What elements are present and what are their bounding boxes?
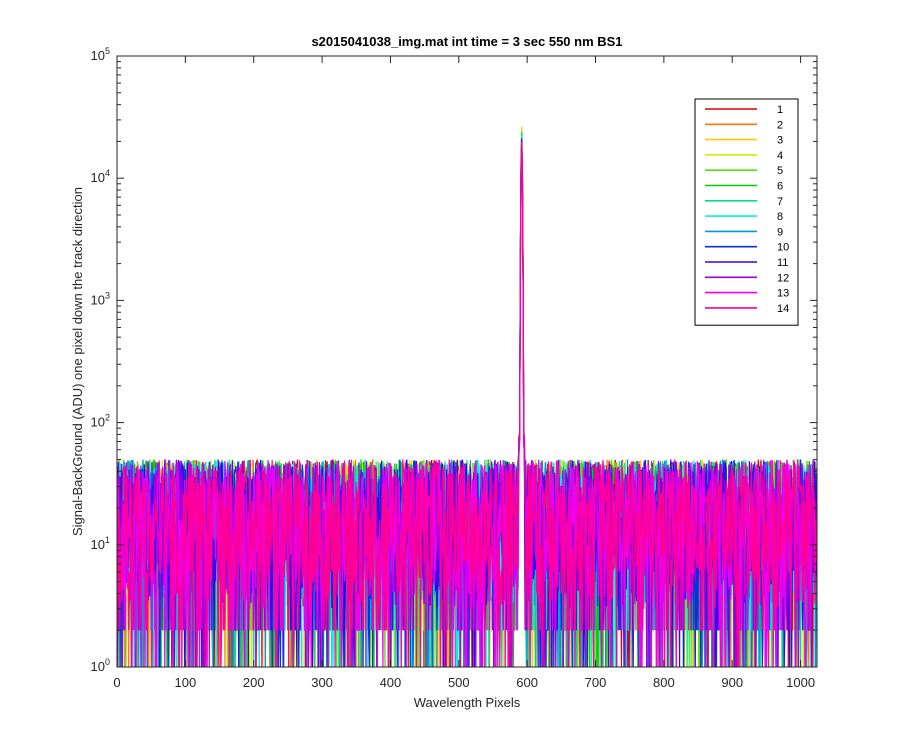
x-tick-label: 500 bbox=[448, 675, 470, 690]
x-tick-label: 0 bbox=[113, 675, 120, 690]
legend-entry-14[interactable]: 14 bbox=[705, 303, 789, 315]
legend-entry-12[interactable]: 12 bbox=[705, 272, 789, 284]
y-tick-label: 101 bbox=[91, 535, 110, 552]
y-tick-label: 104 bbox=[91, 168, 110, 185]
y-tick-exponent: 4 bbox=[105, 168, 110, 178]
legend-label: 5 bbox=[777, 165, 783, 177]
x-tick-label: 400 bbox=[380, 675, 402, 690]
x-tick-label: 100 bbox=[175, 675, 197, 690]
legend-entry-13[interactable]: 13 bbox=[705, 288, 789, 300]
x-tick-label: 700 bbox=[585, 675, 607, 690]
x-tick-label: 600 bbox=[516, 675, 538, 690]
legend-entry-11[interactable]: 11 bbox=[705, 257, 788, 269]
legend-label: 11 bbox=[777, 257, 788, 269]
x-tick-label: 1000 bbox=[786, 675, 815, 690]
y-tick-exponent: 0 bbox=[105, 657, 110, 667]
y-tick-label: 102 bbox=[91, 413, 110, 430]
y-tick-label: 100 bbox=[91, 657, 110, 674]
legend-entry-5[interactable]: 5 bbox=[705, 165, 783, 177]
x-tick-label: 900 bbox=[721, 675, 743, 690]
legend-label: 2 bbox=[777, 119, 783, 131]
y-tick-exponent: 1 bbox=[105, 535, 110, 545]
legend-label: 9 bbox=[777, 226, 783, 238]
y-tick-label: 103 bbox=[91, 290, 110, 307]
y-tick-base: 10 bbox=[91, 537, 105, 552]
x-tick-label: 200 bbox=[243, 675, 265, 690]
y-tick-base: 10 bbox=[91, 170, 105, 185]
legend-label: 10 bbox=[777, 242, 789, 254]
legend-label: 4 bbox=[777, 150, 783, 162]
legend-entry-1[interactable]: 1 bbox=[705, 104, 783, 116]
y-tick-exponent: 5 bbox=[105, 46, 110, 56]
legend-label: 8 bbox=[777, 211, 783, 223]
x-axis-label: Wavelength Pixels bbox=[414, 695, 521, 710]
y-tick-label: 105 bbox=[91, 46, 110, 63]
y-tick-base: 10 bbox=[91, 48, 105, 63]
series-layer bbox=[117, 126, 817, 667]
y-tick-base: 10 bbox=[91, 292, 105, 307]
x-tick-label: 300 bbox=[311, 675, 333, 690]
y-tick-exponent: 3 bbox=[105, 290, 110, 300]
y-tick-base: 10 bbox=[91, 415, 105, 430]
legend-entry-9[interactable]: 9 bbox=[705, 226, 783, 238]
legend-label: 7 bbox=[777, 196, 783, 208]
legend-entry-7[interactable]: 7 bbox=[705, 196, 783, 208]
legend-label: 6 bbox=[777, 181, 783, 193]
chart-title: s2015041038_img.mat int time = 3 sec 550… bbox=[311, 34, 622, 49]
legend-entry-8[interactable]: 8 bbox=[705, 211, 783, 223]
legend-entry-3[interactable]: 3 bbox=[705, 135, 783, 147]
series-line-14 bbox=[117, 144, 817, 667]
legend-label: 12 bbox=[777, 272, 789, 284]
y-axis-label: Signal-BackGround (ADU) one pixel down t… bbox=[70, 187, 85, 536]
legend-label: 3 bbox=[777, 135, 783, 147]
legend-label: 13 bbox=[777, 288, 789, 300]
y-tick-base: 10 bbox=[91, 659, 105, 674]
legend-entry-6[interactable]: 6 bbox=[705, 181, 783, 193]
legend-entry-10[interactable]: 10 bbox=[705, 242, 789, 254]
legend-box bbox=[694, 98, 799, 326]
legend-label: 14 bbox=[777, 303, 789, 315]
legend-label: 1 bbox=[777, 104, 783, 116]
axes-box bbox=[116, 55, 818, 668]
legend-entry-2[interactable]: 2 bbox=[705, 119, 783, 131]
legend-entry-4[interactable]: 4 bbox=[705, 150, 783, 162]
y-tick-exponent: 2 bbox=[105, 413, 110, 423]
x-tick-label: 800 bbox=[653, 675, 675, 690]
